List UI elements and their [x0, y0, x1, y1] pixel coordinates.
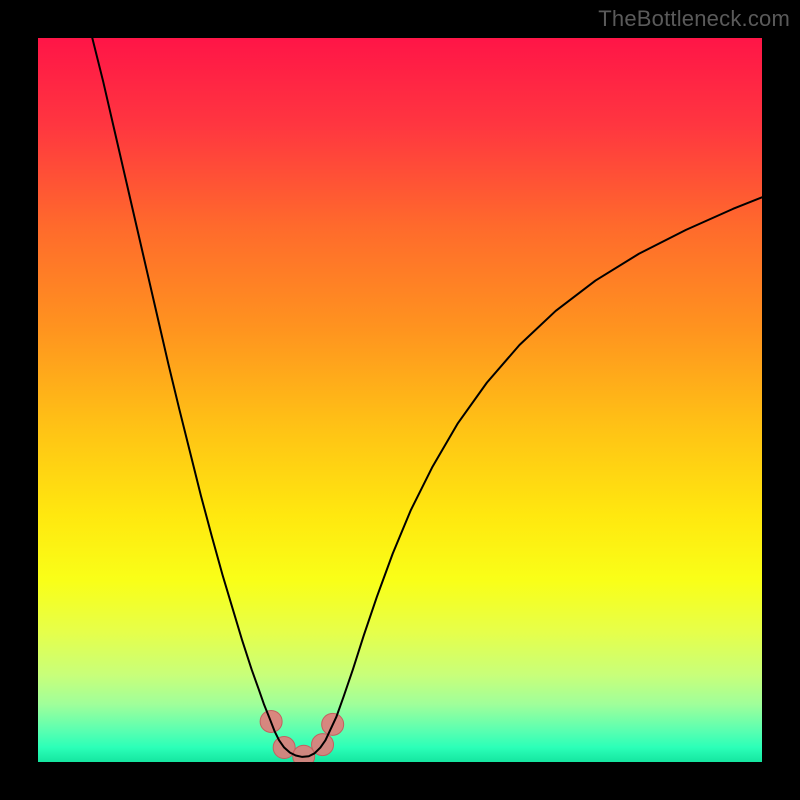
- bottleneck-plot: [38, 38, 762, 762]
- marker-group: [260, 710, 344, 762]
- curve-path: [92, 38, 762, 757]
- bottleneck-curve: [38, 38, 762, 762]
- watermark-text: TheBottleneck.com: [598, 6, 790, 32]
- marker-point: [293, 745, 315, 762]
